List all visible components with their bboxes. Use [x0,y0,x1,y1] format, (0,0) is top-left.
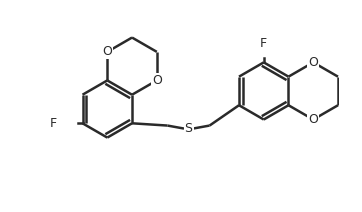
Text: F: F [260,37,267,50]
Text: O: O [308,56,318,69]
Text: S: S [185,122,193,135]
Text: F: F [50,117,57,130]
Text: O: O [102,45,112,58]
Text: O: O [308,113,318,126]
Text: O: O [152,74,162,87]
